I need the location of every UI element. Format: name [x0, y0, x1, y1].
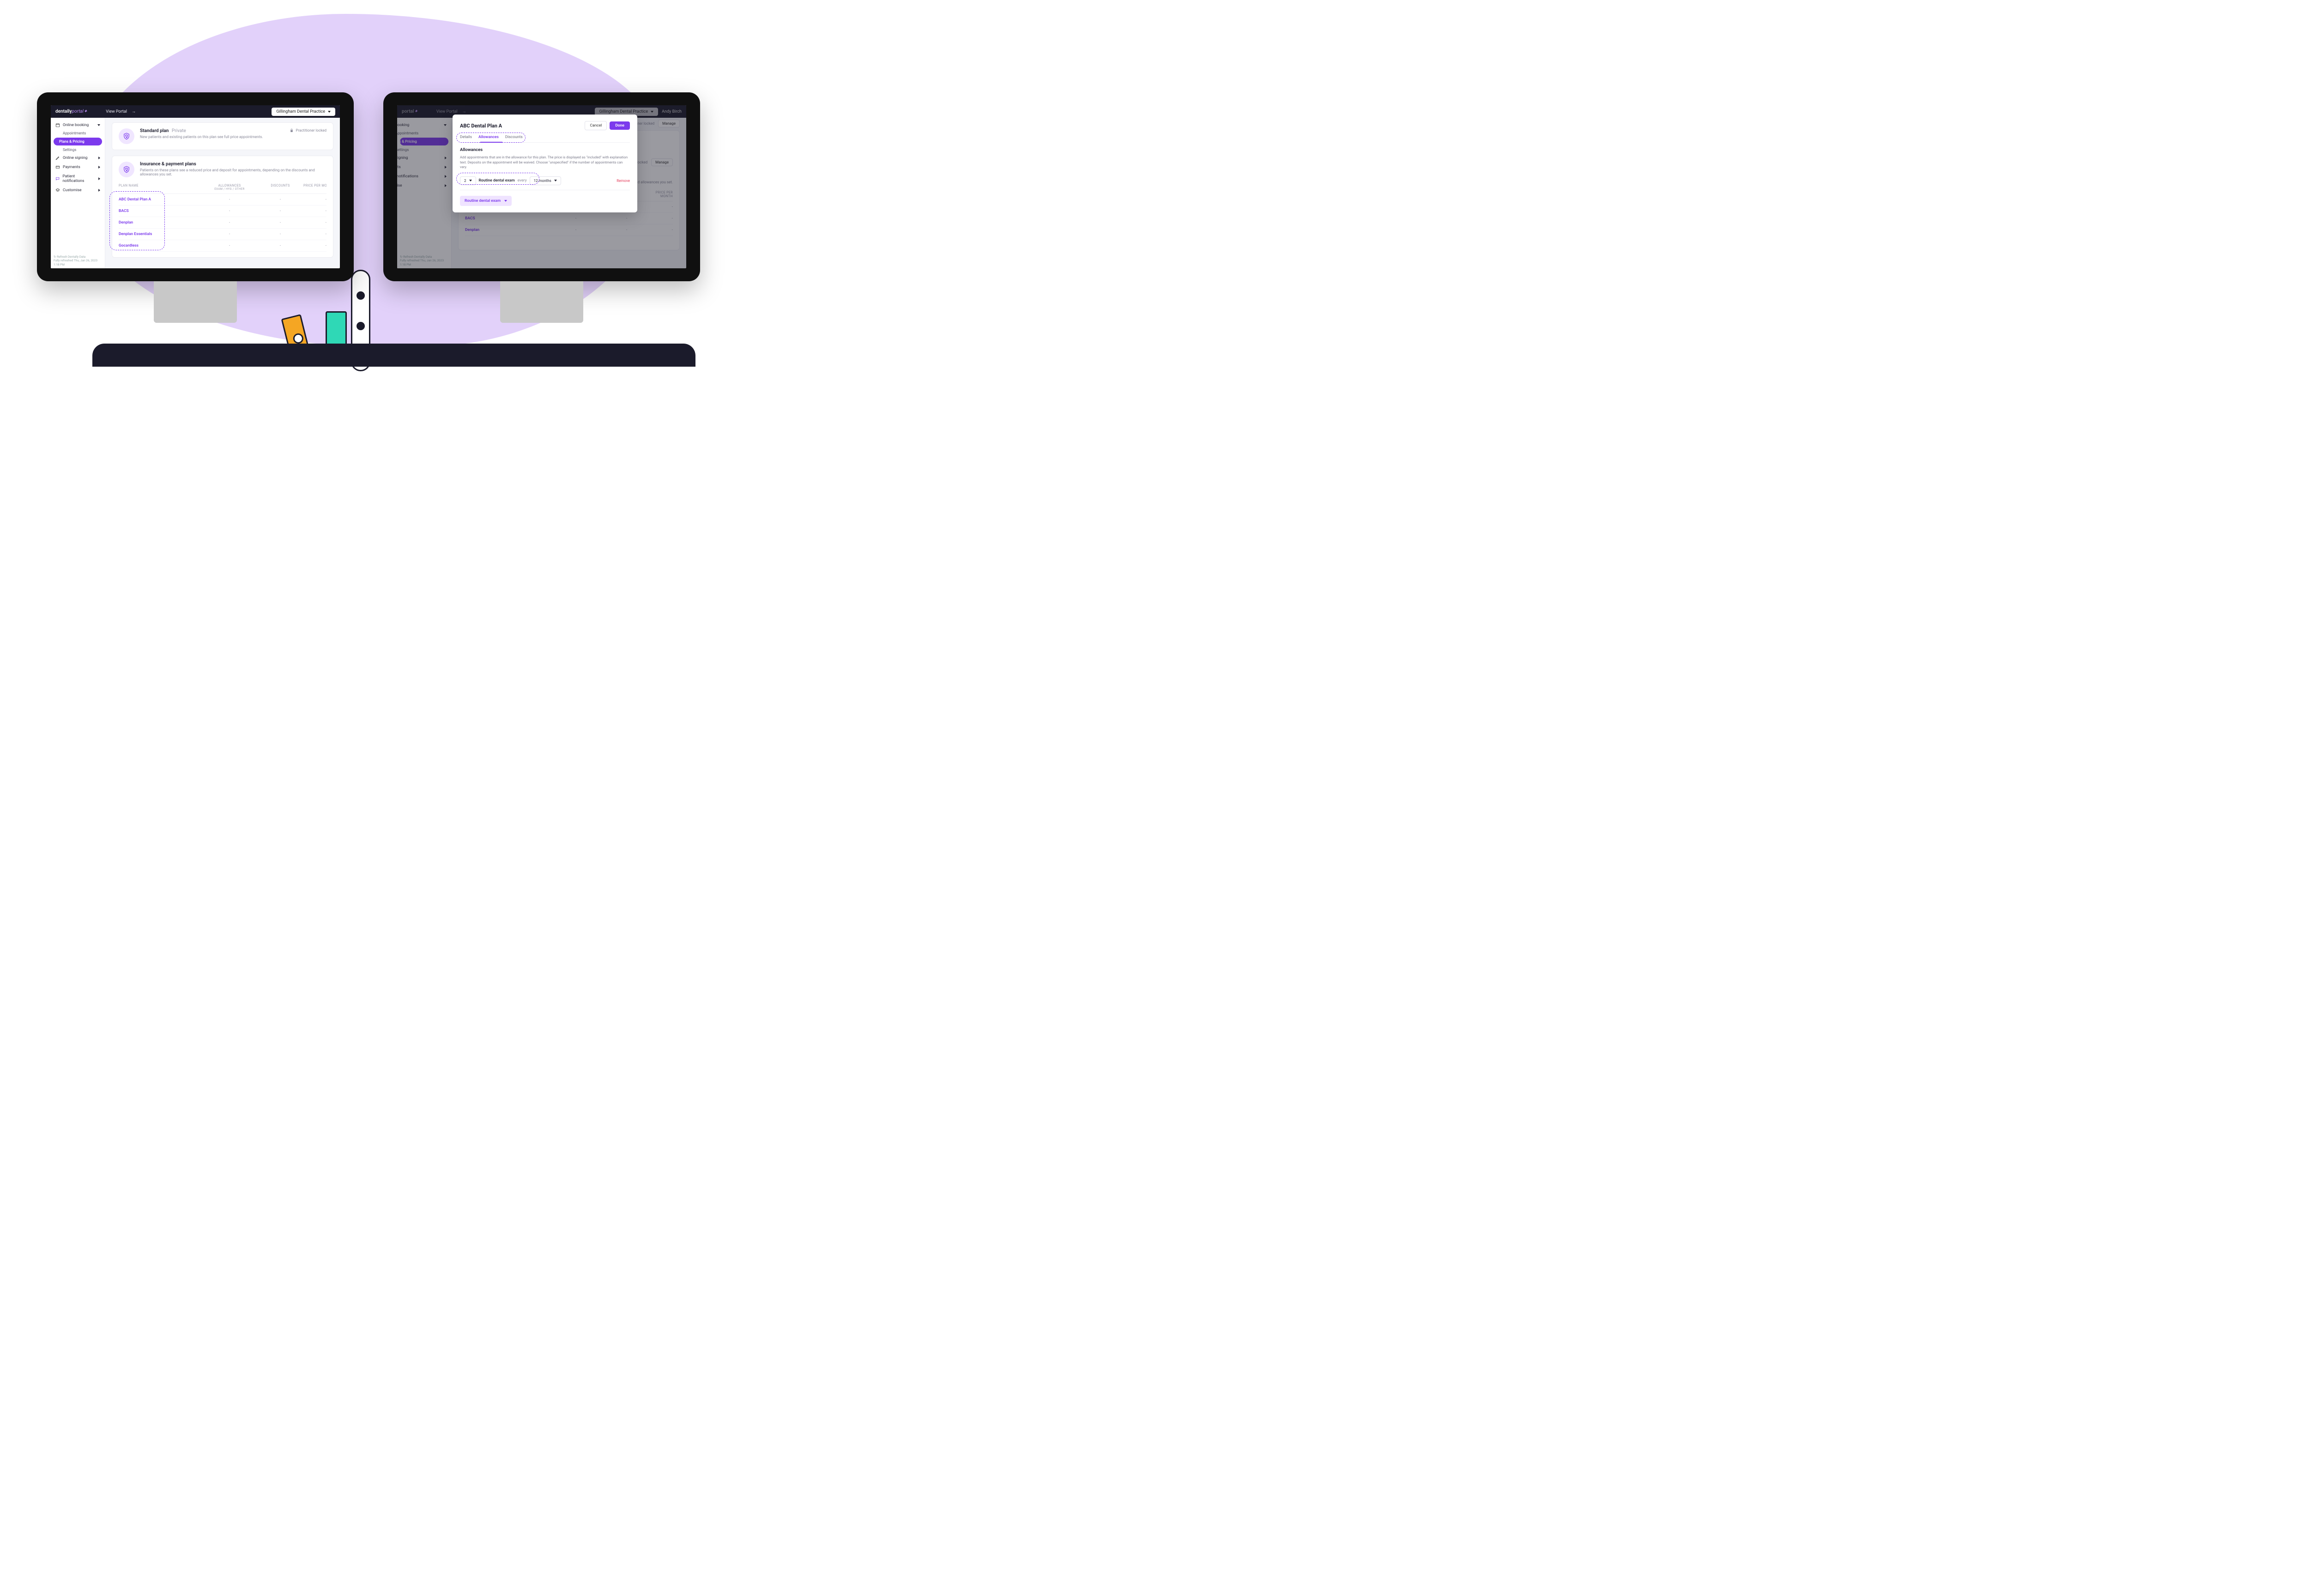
sidebar-footer: ↻ Refresh Dentally Data Fully refreshed …	[54, 255, 102, 266]
sidebar: Online booking Appointments Plans & Pric…	[51, 118, 105, 268]
chevron-down-icon	[97, 124, 100, 126]
section-desc: Add appointments that are in the allowan…	[460, 155, 630, 170]
remove-link[interactable]: Remove	[617, 179, 630, 183]
sidebar-item-online-booking[interactable]: Online booking	[54, 121, 102, 130]
practice-dropdown[interactable]: Gillingham Dental Practice	[272, 108, 335, 116]
plan-row[interactable]: Denplan Essentials - - -	[119, 229, 326, 240]
plan-row[interactable]: ABC Dental Plan A - - -	[119, 194, 326, 206]
sidebar-label: Online signing	[63, 156, 87, 160]
quantity-select[interactable]: 2	[460, 176, 476, 185]
plan-row[interactable]: Denplan - - -	[119, 217, 326, 229]
col-plan-name: PLAN NAME	[119, 184, 202, 191]
modal-tabs: Details Allowances Discounts	[460, 135, 630, 143]
sidebar-sub-appointments[interactable]: Appointments	[54, 130, 102, 137]
chat-icon	[55, 176, 60, 181]
view-portal-link[interactable]: View Portal	[106, 109, 136, 114]
allowance-reason: Routine dental exam	[479, 178, 515, 183]
shield-icon	[119, 162, 134, 177]
every-label: every	[518, 178, 527, 183]
decor-desk-bar	[92, 344, 695, 367]
monitor-left: dentallyportal✦ View Portal Gillingham D…	[37, 92, 354, 323]
cell: -	[303, 197, 326, 202]
cell: -	[202, 197, 257, 202]
tab-details[interactable]: Details	[460, 135, 472, 139]
sidebar-sub-settings[interactable]: Settings	[54, 146, 102, 153]
card-title: Standard plan Private	[140, 128, 263, 133]
insurance-plans-card: Insurance & payment plans Patients on th…	[112, 156, 333, 258]
shield-icon	[119, 128, 134, 144]
chevron-right-icon	[98, 166, 100, 169]
logo: dentallyportal✦	[55, 109, 87, 114]
sidebar-label: Customise	[63, 188, 82, 193]
col-discounts: DISCOUNTS	[257, 184, 303, 191]
card-desc: New patients and existing patients on th…	[140, 135, 263, 139]
plan-name: Denplan	[119, 220, 202, 225]
chevron-right-icon	[98, 157, 100, 159]
monitor-right: portal✦ View Portal Gillingham Dental Pr…	[383, 92, 700, 323]
refresh-timestamp: Fully refreshed Thu, Jan 26, 2023 1:18 P…	[54, 259, 102, 266]
screen-left: dentallyportal✦ View Portal Gillingham D…	[51, 105, 340, 268]
logo-main: dentally	[55, 109, 72, 114]
add-allowance-chip[interactable]: Routine dental exam	[460, 196, 512, 206]
plan-edit-modal: ABC Dental Plan A Cancel Done Details Al…	[453, 115, 637, 212]
chip-label: Routine dental exam	[465, 199, 501, 203]
sidebar-item-patient-notifications[interactable]: Patient notifications	[54, 172, 102, 186]
col-allowances: ALLOWANCES EXAM / HYG / OTHER	[202, 184, 257, 191]
plan-row[interactable]: Gocardless - - -	[119, 240, 326, 252]
chevron-down-icon	[469, 180, 472, 181]
card-icon	[55, 165, 60, 169]
practice-name: Gillingham Dental Practice	[276, 109, 325, 114]
card-title: Insurance & payment plans	[140, 162, 326, 167]
plans-table-header: PLAN NAME ALLOWANCES EXAM / HYG / OTHER …	[119, 184, 326, 194]
period-select[interactable]: 12 months	[530, 176, 561, 185]
col-price: PRICE PER MONTH	[303, 184, 326, 191]
tab-allowances[interactable]: Allowances	[478, 135, 499, 139]
refresh-link[interactable]: ↻ Refresh Dentally Data	[54, 255, 102, 259]
plan-tag: Private	[172, 128, 186, 133]
screen-right: portal✦ View Portal Gillingham Dental Pr…	[397, 105, 686, 268]
tab-discounts[interactable]: Discounts	[505, 135, 523, 139]
topbar: dentallyportal✦ View Portal Gillingham D…	[51, 105, 340, 118]
sidebar-label: Patient notifications	[62, 174, 96, 183]
chevron-down-icon	[554, 180, 557, 181]
card-desc: Patients on these plans see a reduced pr…	[140, 168, 326, 176]
chevron-down-icon	[328, 111, 331, 113]
lock-icon	[290, 128, 294, 133]
cell: -	[257, 197, 303, 202]
calendar-icon	[55, 123, 60, 127]
modal-title: ABC Dental Plan A	[460, 123, 502, 129]
plan-name: ABC Dental Plan A	[119, 197, 202, 202]
sidebar-item-customise[interactable]: Customise	[54, 186, 102, 195]
logo-sub: portal	[72, 109, 84, 114]
plan-name: BACS	[119, 209, 202, 213]
sidebar-label: Online booking	[63, 123, 89, 127]
chevron-right-icon	[98, 189, 100, 192]
sidebar-item-payments[interactable]: Payments	[54, 163, 102, 172]
cancel-button[interactable]: Cancel	[585, 121, 607, 130]
allowance-row: 2 Routine dental exam every 12 months Re…	[460, 175, 630, 190]
tab-underline	[480, 142, 502, 143]
standard-plan-card: Standard plan Private New patients and e…	[112, 122, 333, 150]
layers-icon	[55, 188, 60, 193]
section-title: Allowances	[460, 147, 630, 152]
plan-row[interactable]: BACS - - -	[119, 206, 326, 217]
chevron-right-icon	[98, 177, 100, 180]
done-button[interactable]: Done	[610, 121, 630, 130]
chevron-down-icon	[504, 200, 507, 202]
practitioner-locked-note: Practitioner locked	[290, 128, 326, 133]
sidebar-label: Payments	[63, 165, 80, 169]
sidebar-sub-plans-pricing[interactable]: Plans & Pricing	[54, 138, 102, 145]
pen-icon	[55, 156, 60, 160]
plan-name: Denplan Essentials	[119, 232, 202, 236]
plan-name: Gocardless	[119, 243, 202, 248]
main-content: Standard plan Private New patients and e…	[105, 118, 340, 268]
sidebar-item-online-signing[interactable]: Online signing	[54, 153, 102, 163]
